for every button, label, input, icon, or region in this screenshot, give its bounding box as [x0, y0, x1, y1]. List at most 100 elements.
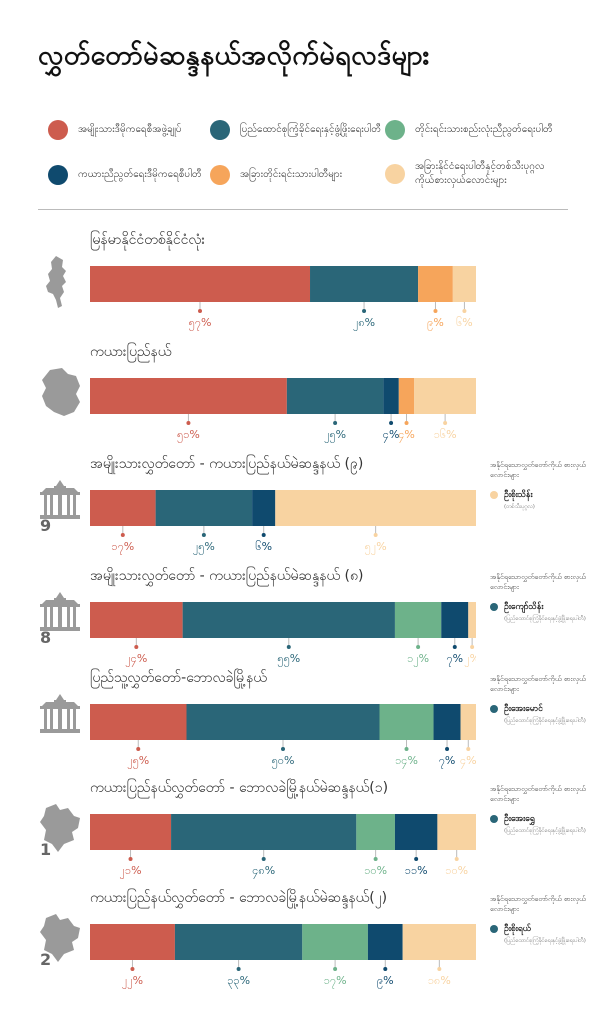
stacked-bar-svg: ၁၇% ၂၅% ၆% ၅၂%	[90, 490, 476, 555]
chart-row-state-bawlakhe-1: ကယားပြည်နယ်လွှတ်တော် - ဘောလခဲမြို့နယ်မဲဆ…	[0, 776, 604, 896]
bar-segment-kndp	[433, 704, 461, 740]
label-dot	[383, 967, 388, 971]
kayah-state-map-icon	[36, 366, 84, 422]
constituency-number: 1	[40, 840, 52, 859]
bar-segment-kndp	[394, 814, 438, 850]
winner-caption: အနိုင်ရသောလွှတ်တော်ကိုယ် စားလှယ်လောင်းမျ…	[490, 675, 586, 693]
winner-party: (တစ်သီးပုဂ္ဂလ)	[504, 504, 535, 510]
label-dot	[362, 309, 367, 313]
stacked-bar-svg: ၅၇% ၂၈% ၉% ၆%	[90, 266, 476, 331]
stacked-bar-svg: ၅၁% ၂၅% ၄%၄% ၁၆%	[90, 378, 476, 443]
legend-label: အခြားတိုင်းရင်းသားပါတီများ	[240, 169, 343, 180]
label-dot	[454, 857, 459, 861]
winner-block: အနိုင်ရသောလွှတ်တော်ကိုယ် စားလှယ်လောင်းမျ…	[490, 460, 600, 512]
data-label: ၁၂%	[407, 652, 429, 667]
bar-segment-usdp	[182, 602, 395, 638]
legend-item-ethnic-unity: တိုင်းရင်းသားစည်းလုံးညီညွတ်ရေးပါတီ	[385, 120, 585, 140]
bar-segment-kndp	[367, 924, 403, 960]
chart-row-pyithu-bawlakhe: ပြည်သူ့လွှတ်တော်-ဘောလခဲမြို့နယ် ၂၅% ၅၀% ၁၄%…	[0, 666, 604, 786]
bar-segment-independent	[452, 266, 476, 302]
legend-swatch	[48, 120, 68, 140]
data-label: ၅၂%	[365, 540, 387, 555]
winner-dot	[490, 815, 498, 823]
winner-name: ဦးအေးရွှေ	[504, 814, 535, 824]
legend-item-independent: အခြားနိုင်ငံရေးပါတီနှင့်တစ်သီးပုဂ္ဂလ ကို…	[385, 160, 585, 188]
label-dot	[452, 645, 457, 649]
chart-row-national: မြန်မာနိုင်ငံတစ်နိုင်ငံလုံး ၅၇% ၂၈% ၉% ၆%	[0, 228, 604, 348]
stacked-bar: ၂၄% ၅၅% ၁၂% ၇%၂%	[90, 602, 476, 667]
legend-item-nld: အမျိုးသားဒီမိုကရေစီအဖွဲ့ချုပ်	[48, 120, 208, 140]
winner-dot	[490, 925, 498, 933]
winner-party: (ပြည်ထောင်စုကြံ့ခိုင်ရေးနှင့်ဖွံ့ဖြိုးရေ…	[504, 828, 586, 834]
data-label: ၅၀%	[272, 754, 295, 769]
bar-segment-nld	[90, 704, 187, 740]
label-dot	[120, 533, 125, 537]
legend-item-kndp: ကယားညီညွတ်ရေးဒီမိုကရေစီပါတီ	[48, 165, 208, 185]
stacked-bar: ၂၁% ၄၈% ၁၀% ၁၁% ၁၀%	[90, 814, 476, 879]
constituency-number: 2	[40, 950, 52, 969]
winner-name-row: ဦးစိုးသိန်း	[490, 490, 600, 500]
winner-dot	[490, 603, 498, 611]
data-label: ၂၂%	[122, 974, 143, 989]
winner-block: အနိုင်ရသောလွှတ်တော်ကိုယ် စားလှယ်လောင်းမျ…	[490, 572, 600, 624]
label-dot	[286, 645, 291, 649]
label-dot	[198, 309, 203, 313]
label-dot	[186, 421, 191, 425]
data-label: ၉%	[427, 316, 444, 331]
constituency-number: 9	[40, 516, 52, 535]
chart-title: အမျိုးသားလွှတ်တော် - ကယားပြည်နယ်မဲဆန္ဒနယ…	[90, 568, 364, 584]
bar-segment-kndp	[441, 602, 469, 638]
label-dot	[433, 309, 438, 313]
legend-label: ပြည်ထောင်စုကြံ့ခိုင်ရေးနှင့်ဖွံ့ဖြိုးရေး…	[240, 124, 382, 135]
bar-segment-kndp	[383, 378, 399, 414]
label-dot	[201, 533, 206, 537]
winner-block: အနိုင်ရသောလွှတ်တော်ကိုယ် စားလှယ်လောင်းမျ…	[490, 674, 600, 726]
data-label: ၇%	[439, 754, 456, 769]
label-dot	[404, 421, 409, 425]
winner-caption: အနိုင်ရသောလွှတ်တော်ကိုယ် စားလှယ်လောင်းမျ…	[490, 461, 586, 479]
winner-name: ဦးအေးမောင်	[504, 704, 543, 714]
stacked-bar: ၂၂% ၃၃% ၁၇% ၉% ၁၈%	[90, 924, 476, 989]
bar-segment-independent	[275, 490, 476, 526]
chart-title: ကယားပြည်နယ်	[90, 344, 172, 360]
legend-label: အခြားနိုင်ငံရေးပါတီနှင့်တစ်သီးပုဂ္ဂလ ကို…	[415, 161, 545, 186]
data-label: ၆%	[255, 540, 272, 553]
bar-segment-ethnic_unity	[379, 704, 434, 740]
winner-block: အနိုင်ရသောလွှတ်တော်ကိုယ် စားလှယ်လောင်းမျ…	[490, 784, 600, 836]
bar-segment-independent	[402, 924, 476, 960]
constituency-number: 8	[40, 628, 52, 647]
legend-label: ကယားညီညွတ်ရေးဒီမိုကရေစီပါတီ	[78, 169, 202, 180]
parliament-building-icon	[36, 478, 84, 534]
stacked-bar: ၅၁% ၂၅% ၄% ၄% ၁၆%	[90, 378, 476, 443]
winner-dot	[490, 491, 498, 499]
data-label: ၅၇%	[189, 316, 212, 331]
label-dot	[236, 967, 241, 971]
data-label: ၅၁%	[177, 428, 200, 443]
bar-segment-usdp	[174, 924, 303, 960]
chart-title: ကယားပြည်နယ်လွှတ်တော် - ဘောလခဲမြို့နယ်မဲဆ…	[90, 890, 388, 906]
data-label: ၄၈%	[252, 864, 275, 879]
data-label: ၁၈%	[428, 974, 451, 987]
bar-segment-ethnic_unity	[394, 602, 442, 638]
bar-segment-other_ethnic	[418, 266, 453, 302]
data-label: ၂၅%	[324, 428, 346, 443]
bar-segment-nld	[90, 924, 175, 960]
bar-segment-usdp	[171, 814, 357, 850]
data-label: ၂၅%	[193, 540, 215, 555]
stacked-bar-svg: ၂၂% ၃၃% ၁၇% ၉% ၁၈%	[90, 924, 476, 989]
winner-name-row: ဦးအေးမောင်	[490, 704, 600, 714]
legend-swatch	[210, 120, 230, 140]
stacked-bar: ၁၇% ၂၅% ၆% ၅၂%	[90, 490, 476, 555]
bar-segment-usdp	[186, 704, 380, 740]
chart-title: ကယားပြည်နယ်လွှတ်တော် - ဘောလခဲမြို့နယ်မဲဆ…	[90, 780, 389, 796]
bar-segment-usdp	[155, 490, 253, 526]
winner-name-row: ဦးကျော်သိန်း	[490, 602, 600, 612]
label-dot	[128, 857, 133, 861]
winner-name: ဦးစိုးရယ်	[504, 924, 531, 934]
label-dot	[130, 967, 135, 971]
legend: အမျိုးသားဒီမိုကရေစီအဖွဲ့ချုပ် ပြည်ထောင်စ…	[0, 0, 604, 210]
bar-segment-usdp	[310, 266, 419, 302]
data-label: ၂၈%	[353, 316, 375, 331]
data-label: ၁၄%	[395, 754, 418, 769]
data-label: ၁၀%	[445, 864, 468, 877]
